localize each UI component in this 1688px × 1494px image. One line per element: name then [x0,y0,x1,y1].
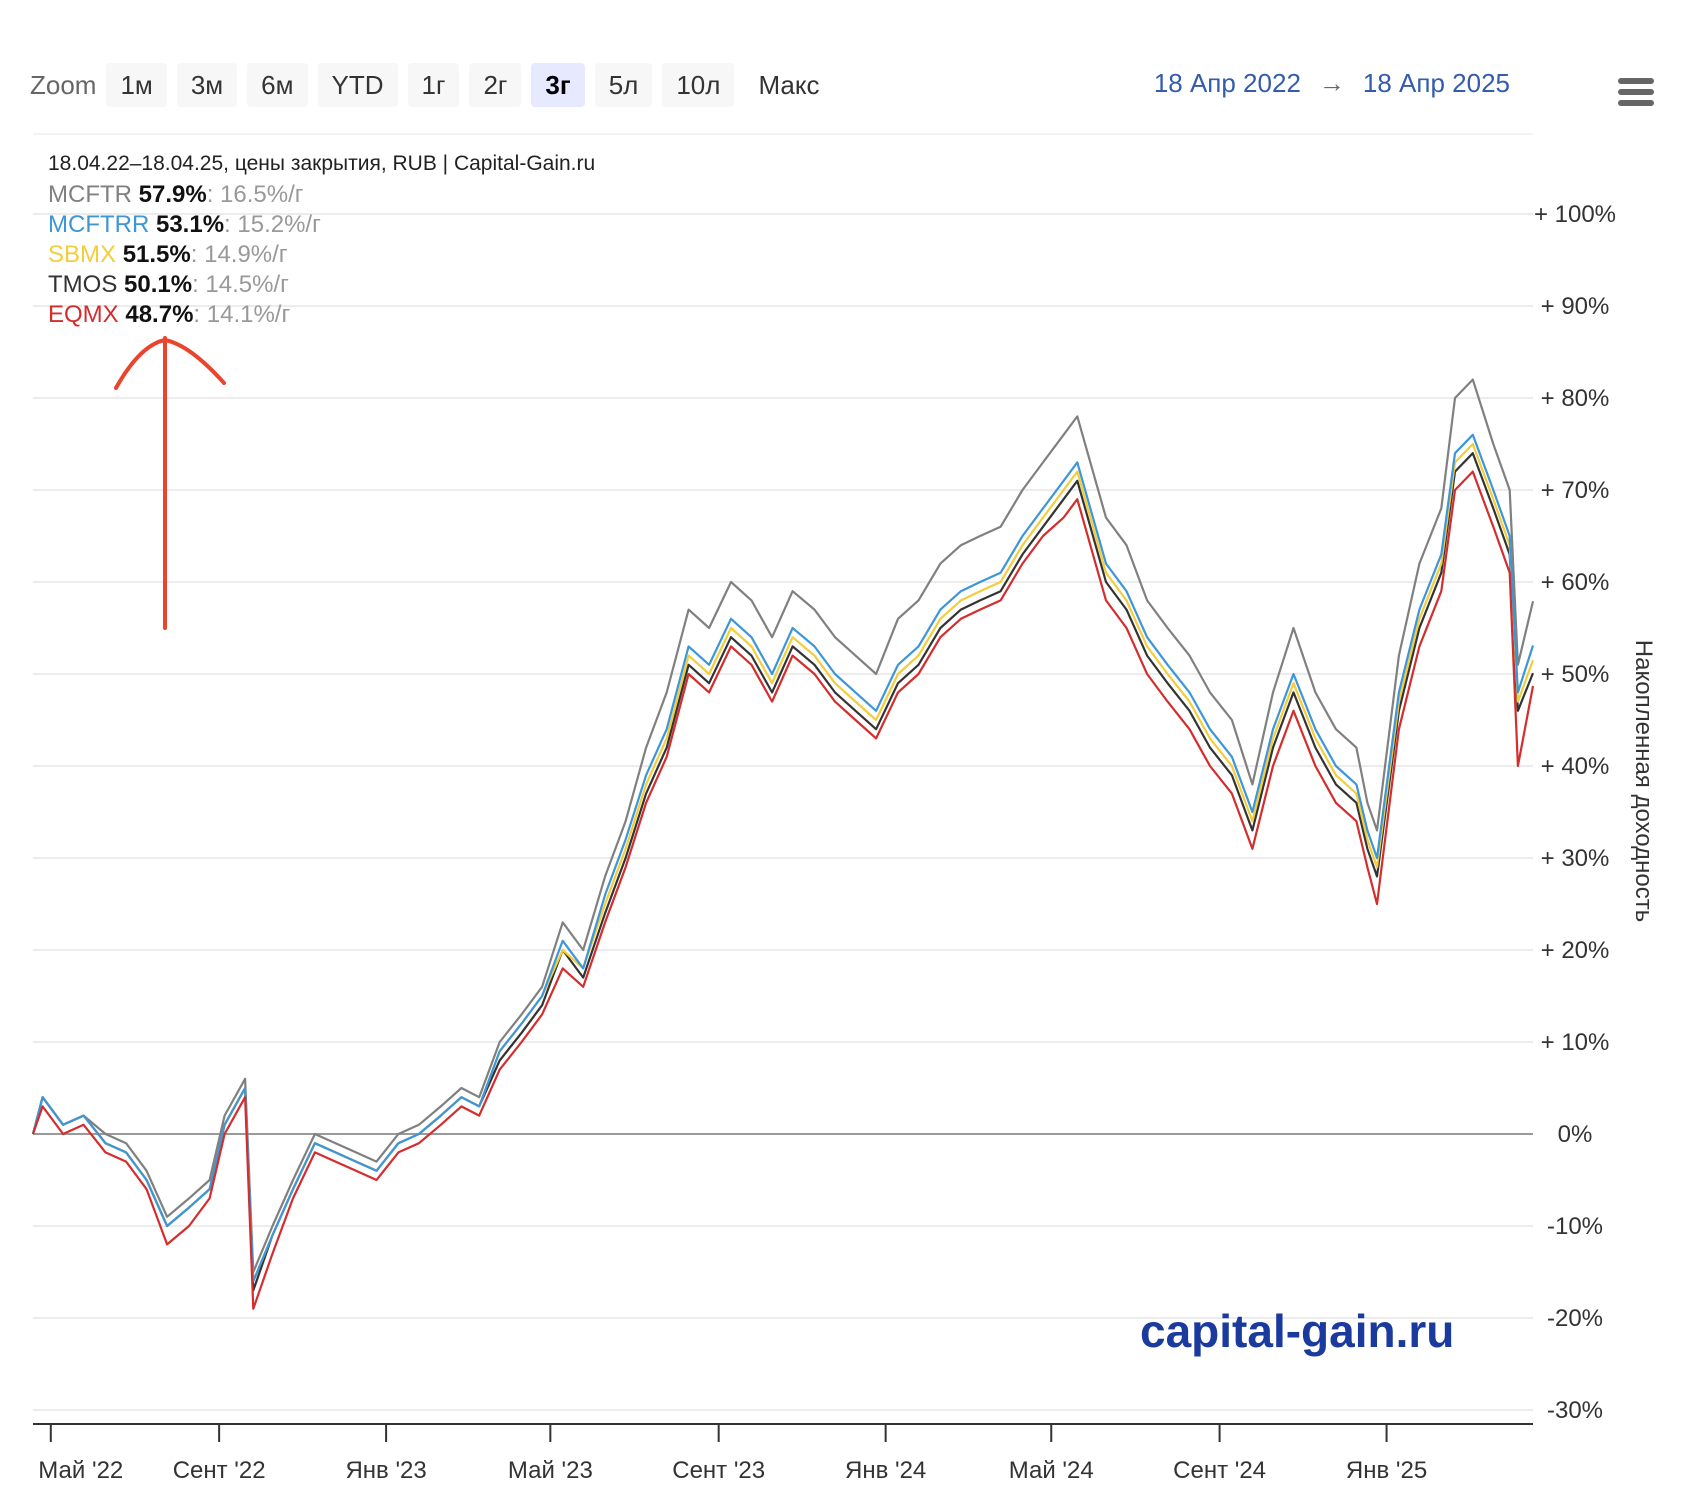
range-arrow: → [1318,68,1345,98]
zoom-2y-button[interactable]: 2г [469,63,522,107]
y-tick-label: + 40% [1541,753,1610,780]
x-tick-label: Май '22 [38,1457,123,1484]
hamburger-menu-icon[interactable] [1618,78,1654,108]
watermark: capital-gain.ru [1140,1305,1455,1357]
x-tick-label: Янв '25 [1346,1457,1427,1484]
y-tick-label: + 70% [1541,477,1610,504]
y-axis-ticks: + 100% + 90% + 80% + 70% + 60% + 50% + 40% + 30… [1534,201,1616,1424]
y-tick-label: -10% [1547,1213,1603,1240]
date-range: 18 Апр 2022 → 18 Апр 2025 [1154,68,1510,99]
y-tick-label: + 80% [1541,385,1610,412]
legend-item-eqmx[interactable]: EQMX 48.7%: 14.1%/г [48,300,595,330]
y-tick-label: + 10% [1541,1029,1610,1056]
legend-total-return: 48.7% [125,301,194,328]
legend-series-name: SBMX [48,241,117,268]
chart-legend: 18.04.22–18.04.25, цены закрытия, RUB | … [48,152,595,330]
series-line-mcftrr [31,433,1535,1283]
y-tick-label: + 60% [1541,569,1610,596]
legend-series-name: TMOS [48,271,118,298]
y-tick-label: + 20% [1541,937,1610,964]
y-tick-label: + 90% [1541,293,1610,320]
y-axis-title: Накопленная доходность [1630,640,1657,922]
y-tick-label: + 30% [1541,845,1610,872]
legend-annual-return: : 14.1%/г [193,301,291,328]
legend-annual-return: : 14.5%/г [192,271,289,298]
legend-series-name: MCFTR [48,181,132,208]
y-tick-label: + 100% [1534,201,1616,228]
legend-total-return: 57.9% [138,181,207,208]
legend-annual-return: : 14.9%/г [190,241,288,268]
zoom-3m-button[interactable]: 3м [176,63,238,107]
y-tick-label: -20% [1547,1305,1603,1332]
legend-total-return: 53.1% [155,211,225,238]
zoom-5y-button[interactable]: 5л [594,63,653,107]
legend-item-mcftrr[interactable]: MCFTRR 53.1%: 15.2%/г [48,210,595,240]
zoom-1m-button[interactable]: 1м [106,63,167,107]
zoom-toolbar: Zoom 1м 3м 6м YTD 1г 2г 3г 5л 10л Макс [30,62,844,108]
legend-annual-return: : 16.5%/г [206,181,304,208]
y-tick-label: -30% [1547,1397,1603,1424]
series-line-tmos [31,452,1535,1292]
zoom-1y-button[interactable]: 1г [407,63,460,107]
x-axis: Май '22 Сент '22 Янв '23 Май '23 Сент '23 Янв… [33,1423,1533,1484]
series-lines [31,378,1535,1310]
series-line-mcftr [31,378,1535,1274]
grid-lines [33,133,1533,1411]
x-tick-label: Сент '22 [173,1457,266,1484]
legend-caption: 18.04.22–18.04.25, цены закрытия, RUB | … [48,152,596,175]
zoom-6m-button[interactable]: 6м [247,63,308,107]
y-tick-label: 0% [1558,1121,1593,1148]
range-to-input[interactable]: 18 Апр 2025 [1362,68,1510,98]
x-tick-label: Сент '23 [672,1457,765,1484]
legend-item-sbmx[interactable]: SBMX 51.5%: 14.9%/г [48,240,595,270]
zoom-10y-button[interactable]: 10л [662,63,735,107]
legend-total-return: 51.5% [122,241,191,268]
annotation-arrow [114,336,226,630]
x-tick-label: Сент '24 [1173,1457,1266,1484]
y-tick-label: + 50% [1541,661,1610,688]
zoom-label: Zoom [30,69,97,100]
legend-annual-return: : 15.2%/г [224,211,321,238]
range-from-input[interactable]: 18 Апр 2022 [1153,68,1301,98]
x-tick-label: Май '23 [508,1457,593,1484]
zoom-max-button[interactable]: Макс [744,63,833,107]
legend-total-return: 50.1% [124,271,193,298]
legend-series-name: MCFTRR [48,211,150,238]
series-line-eqmx [31,470,1535,1310]
x-tick-label: Янв '23 [345,1457,426,1484]
legend-series-name: EQMX [48,301,119,328]
series-line-sbmx [31,442,1535,1283]
x-tick-label: Май '24 [1009,1457,1094,1484]
legend-item-tmos[interactable]: TMOS 50.1%: 14.5%/г [48,270,595,300]
x-tick-label: Янв '24 [845,1457,926,1484]
zoom-3y-button[interactable]: 3г [531,63,585,107]
zoom-ytd-button[interactable]: YTD [317,63,398,107]
legend-item-mcftr[interactable]: MCFTR 57.9%: 16.5%/г [48,180,595,210]
